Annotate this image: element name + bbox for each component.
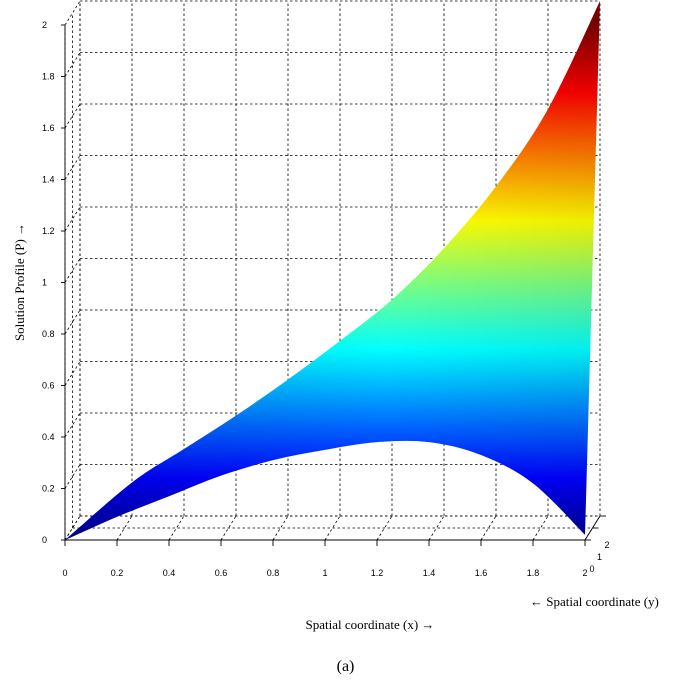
surface — [65, 1, 600, 540]
x-tick-label: 0.8 — [267, 568, 280, 578]
axis-labels: Solution Profile (P) → Spatial coordinat… — [12, 223, 659, 632]
z-tick-label: 1 — [42, 278, 47, 288]
gridline-floor-x — [272, 515, 289, 541]
gridline-floor-x — [532, 515, 549, 541]
z-tick-label: 1.6 — [42, 123, 55, 133]
x-tick-label: 1 — [322, 568, 327, 578]
x-axis-label: Spatial coordinate (x) → — [306, 617, 435, 632]
figure-caption: (a) — [336, 658, 355, 675]
gridline-floor-x — [428, 515, 445, 541]
tick-labels: 00.20.40.60.811.21.41.61.820 0.2 0.4 0.6 0.8… — [42, 20, 610, 578]
y-axis-label: ← Spatial coordinate (y) — [530, 594, 659, 609]
z-tick-label: 0.8 — [42, 329, 55, 339]
x-tick-label: 0 — [62, 568, 67, 578]
z-tick-label: 1.4 — [42, 175, 55, 185]
z-tick-label: 0.6 — [42, 381, 55, 391]
x-tick-label: 0.6 — [215, 568, 228, 578]
x-tick-label: 2 — [582, 568, 587, 578]
z-tick-label: 0.4 — [42, 432, 55, 442]
x-tick-label: 1.4 — [423, 568, 436, 578]
x-tick-label: 0.4 — [163, 568, 176, 578]
y-tick-label: 2 — [604, 540, 609, 550]
z-tick-label: 0.2 — [42, 484, 55, 494]
x-tick-label: 1.6 — [475, 568, 488, 578]
x-tick-label: 0.2 — [111, 568, 124, 578]
z-tick-label: 1.8 — [42, 72, 55, 82]
z-axis-label: Solution Profile (P) → — [12, 223, 27, 341]
z-tick-label: 0 — [42, 535, 47, 545]
z-tick-label: 2 — [42, 20, 47, 30]
y-tick-label: 0 — [589, 564, 594, 574]
gridline-floor-x — [168, 515, 185, 541]
x-tick-label: 1.2 — [371, 568, 384, 578]
x-tick-label: 1.8 — [527, 568, 540, 578]
surface-shading — [65, 1, 600, 540]
y-tick-label: 1 — [597, 552, 602, 562]
z-tick-label: 1.2 — [42, 226, 55, 236]
axes — [61, 24, 606, 546]
